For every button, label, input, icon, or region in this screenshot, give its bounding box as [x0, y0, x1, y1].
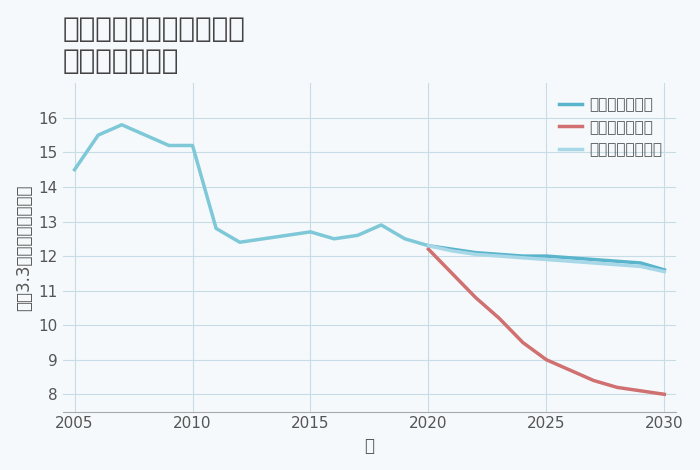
ノーマルシナリオ — [589, 260, 598, 266]
Line: ノーマルシナリオ: ノーマルシナリオ — [428, 246, 664, 272]
ノーマルシナリオ — [566, 258, 574, 264]
Line: バッドシナリオ: バッドシナリオ — [428, 249, 664, 394]
グッドシナリオ — [519, 253, 527, 259]
グッドシナリオ — [613, 258, 622, 264]
Line: グッドシナリオ: グッドシナリオ — [428, 246, 664, 270]
Legend: グッドシナリオ, バッドシナリオ, ノーマルシナリオ: グッドシナリオ, バッドシナリオ, ノーマルシナリオ — [553, 91, 668, 164]
グッドシナリオ — [424, 243, 433, 249]
バッドシナリオ — [589, 378, 598, 384]
バッドシナリオ — [424, 246, 433, 252]
バッドシナリオ — [566, 367, 574, 373]
ノーマルシナリオ — [660, 269, 668, 274]
ノーマルシナリオ — [542, 257, 551, 262]
ノーマルシナリオ — [636, 264, 645, 269]
ノーマルシナリオ — [519, 255, 527, 261]
グッドシナリオ — [542, 253, 551, 259]
バッドシナリオ — [636, 388, 645, 394]
バッドシナリオ — [542, 357, 551, 362]
ノーマルシナリオ — [495, 253, 503, 259]
バッドシナリオ — [448, 271, 456, 276]
グッドシナリオ — [660, 267, 668, 273]
Text: 岐阜県関市小瀬長池町の
土地の価格推移: 岐阜県関市小瀬長池町の 土地の価格推移 — [63, 15, 246, 75]
グッドシナリオ — [448, 246, 456, 252]
バッドシナリオ — [613, 384, 622, 390]
グッドシナリオ — [471, 250, 480, 255]
グッドシナリオ — [636, 260, 645, 266]
ノーマルシナリオ — [613, 262, 622, 267]
Y-axis label: 坪（3.3㎡）単価（万円）: 坪（3.3㎡）単価（万円） — [15, 184, 33, 311]
X-axis label: 年: 年 — [365, 437, 374, 455]
グッドシナリオ — [589, 257, 598, 262]
バッドシナリオ — [519, 340, 527, 345]
ノーマルシナリオ — [471, 251, 480, 257]
グッドシナリオ — [566, 255, 574, 261]
バッドシナリオ — [495, 315, 503, 321]
バッドシナリオ — [660, 392, 668, 397]
ノーマルシナリオ — [424, 243, 433, 249]
グッドシナリオ — [495, 251, 503, 257]
バッドシナリオ — [471, 295, 480, 300]
ノーマルシナリオ — [448, 248, 456, 254]
